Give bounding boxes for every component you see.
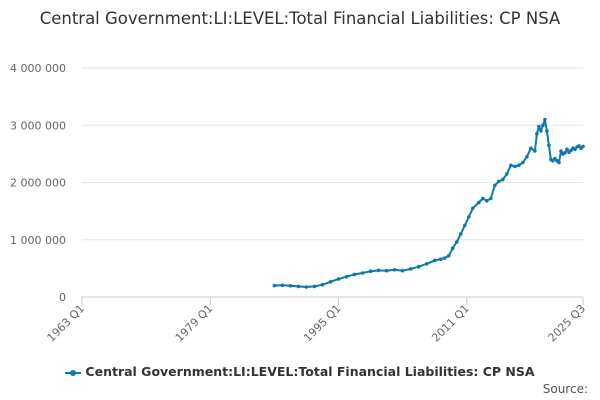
- data-point: [408, 267, 413, 271]
- data-point: [336, 277, 341, 281]
- data-point: [493, 183, 497, 188]
- legend-swatch: [65, 368, 82, 378]
- legend[interactable]: Central Government:LI:LEVEL:Total Financ…: [0, 364, 600, 379]
- data-point: [344, 274, 349, 279]
- data-point: [477, 200, 481, 205]
- data-point: [400, 268, 405, 273]
- data-point: [459, 232, 463, 236]
- data-point: [559, 149, 563, 153]
- data-point: [296, 284, 301, 289]
- y-tick-label: 3 000 000: [10, 119, 66, 132]
- data-point: [537, 124, 541, 129]
- data-point: [320, 282, 325, 287]
- data-point: [521, 160, 525, 165]
- data-point: [547, 143, 551, 148]
- x-tick-label: 1979 Q1: [173, 302, 216, 345]
- data-point: [489, 196, 493, 201]
- data-point: [280, 283, 285, 288]
- data-point: [304, 285, 309, 289]
- data-point: [454, 240, 459, 244]
- chart-title: Central Government:LI:LEVEL:Total Financ…: [39, 9, 561, 28]
- data-point: [368, 269, 373, 274]
- data-point: [485, 199, 489, 203]
- data-point: [565, 147, 569, 152]
- data-point: [416, 264, 421, 269]
- data-point: [352, 272, 357, 277]
- y-tick-label: 0: [59, 291, 66, 304]
- data-point: [539, 129, 543, 133]
- data-point: [543, 117, 547, 122]
- data-point: [513, 164, 517, 169]
- data-point: [481, 196, 485, 201]
- y-tick-label: 2 000 000: [10, 177, 66, 190]
- data-point: [450, 246, 455, 251]
- data-point: [535, 132, 539, 136]
- data-point: [288, 284, 293, 288]
- data-point: [272, 283, 277, 288]
- data-point: [529, 146, 533, 150]
- data-point: [438, 257, 443, 262]
- data-point: [432, 258, 437, 263]
- data-point: [446, 254, 451, 258]
- data-point: [467, 215, 471, 219]
- data-point: [505, 172, 509, 176]
- data-point: [563, 150, 567, 155]
- x-tick-label: 1995 Q1: [301, 302, 344, 345]
- data-point: [509, 163, 513, 168]
- x-tick-label: 1963 Q1: [45, 302, 88, 345]
- data-point: [497, 179, 501, 184]
- data-point: [525, 154, 529, 159]
- data-point: [545, 129, 549, 133]
- data-point: [517, 163, 521, 168]
- series-line: [274, 118, 584, 288]
- data-point: [557, 160, 561, 165]
- data-point: [442, 256, 447, 260]
- x-tick-label: 2025 Q3: [546, 302, 589, 345]
- data-point: [328, 280, 333, 284]
- data-point: [384, 268, 389, 273]
- data-point: [541, 123, 545, 128]
- source-label: Source:: [542, 382, 588, 396]
- data-point: [360, 271, 365, 275]
- y-tick-label: 4 000 000: [10, 62, 66, 75]
- data-point: [376, 268, 381, 273]
- data-point: [533, 149, 537, 153]
- data-point: [501, 177, 505, 182]
- data-point: [581, 144, 585, 149]
- data-point: [312, 284, 317, 289]
- y-tick-label: 1 000 000: [10, 234, 66, 247]
- x-tick-label: 2011 Q1: [429, 302, 472, 345]
- data-point: [463, 223, 467, 228]
- data-point: [471, 206, 475, 211]
- data-point: [392, 268, 397, 272]
- legend-label: Central Government:LI:LEVEL:Total Financ…: [85, 364, 535, 379]
- data-point: [424, 262, 429, 266]
